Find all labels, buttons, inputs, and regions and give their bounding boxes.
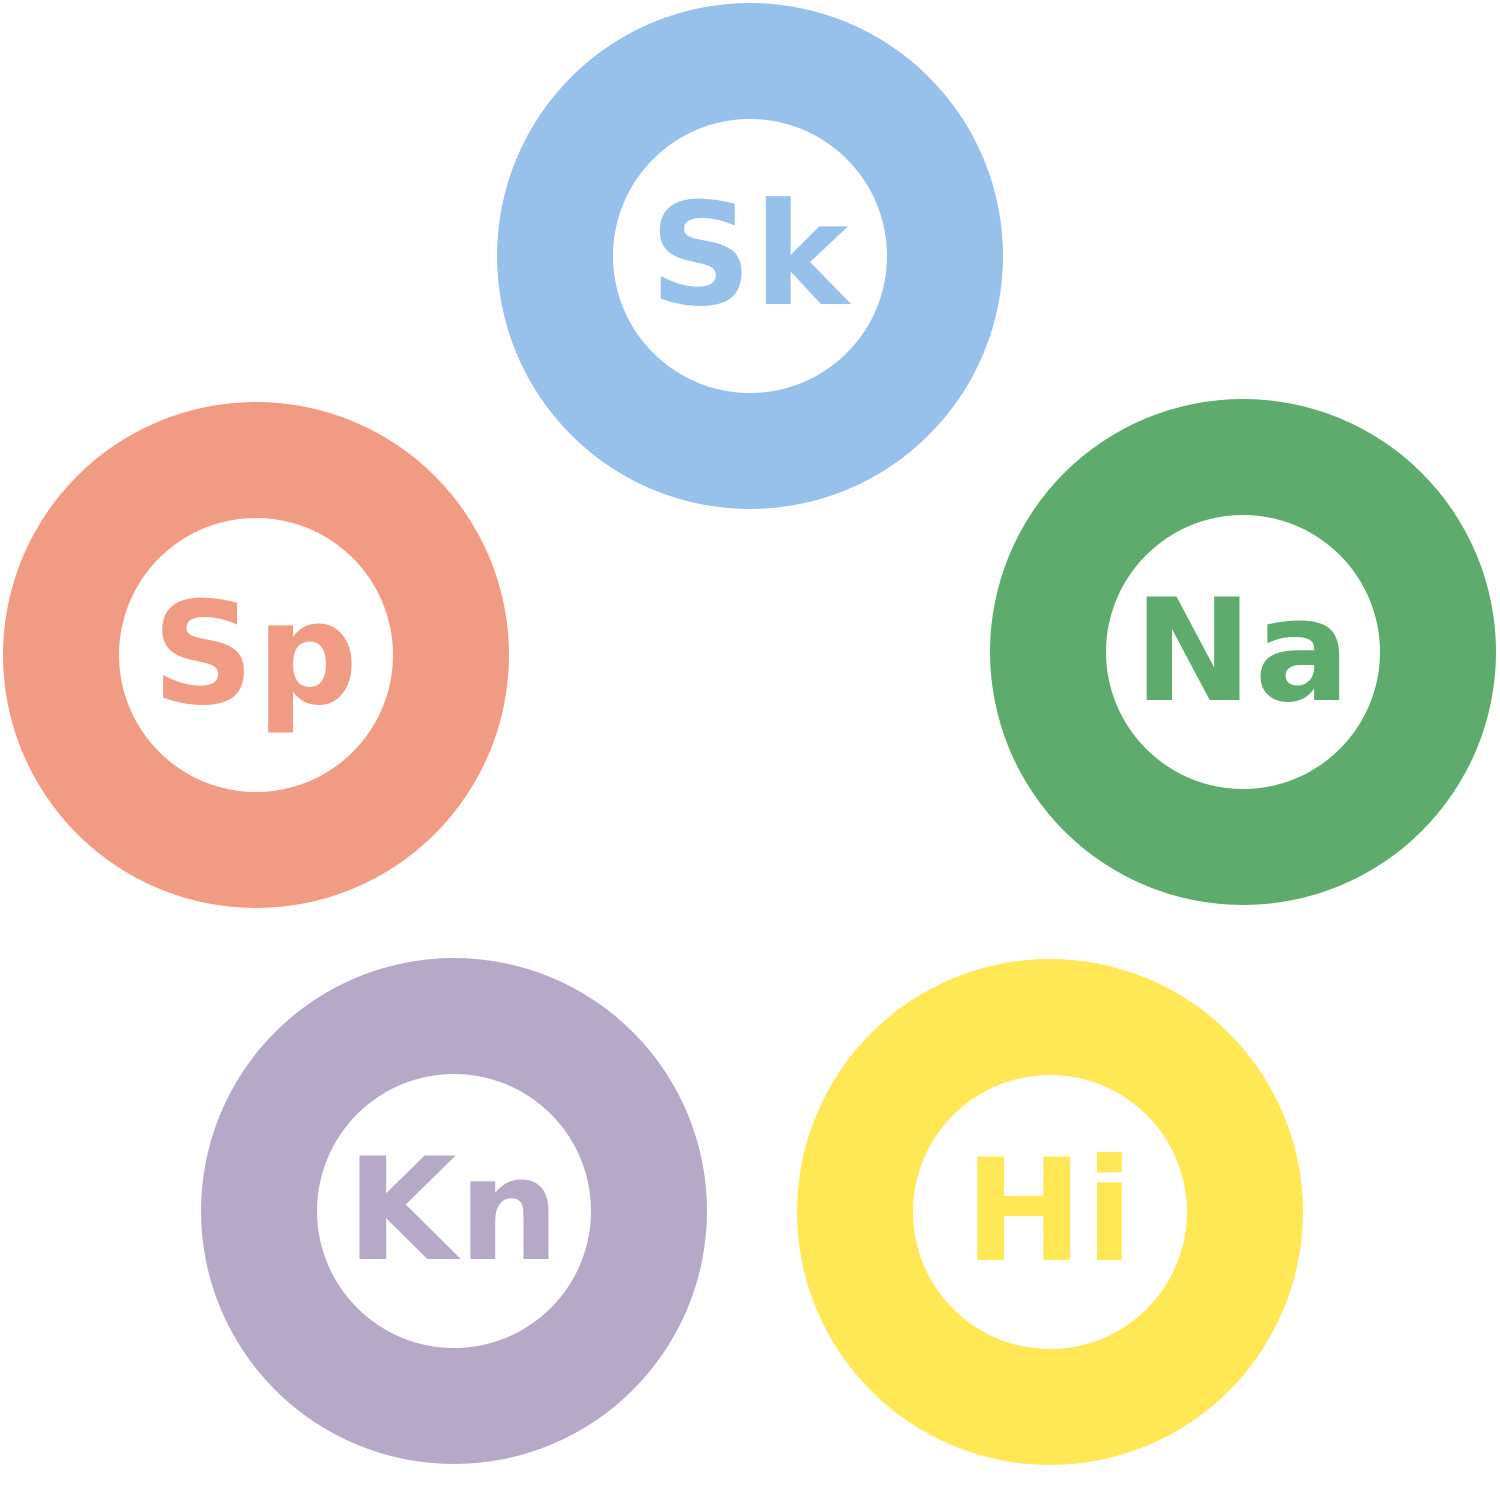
node-sp-label: Sp	[152, 572, 360, 737]
node-kn-label: Kn	[346, 1128, 562, 1293]
node-kn-ring: Kn	[201, 958, 707, 1464]
node-kn-center: Kn	[317, 1074, 591, 1348]
node-sk-ring: Sk	[497, 3, 1003, 509]
node-na-label: Na	[1133, 569, 1353, 734]
node-sp-center: Sp	[119, 518, 393, 792]
node-hi-ring: Hi	[797, 959, 1303, 1465]
node-sk-label: Sk	[649, 173, 851, 338]
node-na-center: Na	[1106, 515, 1380, 789]
node-sp-ring: Sp	[3, 402, 509, 908]
node-hi-center: Hi	[913, 1075, 1187, 1349]
node-sk-center: Sk	[613, 119, 887, 393]
node-na-ring: Na	[990, 399, 1496, 905]
node-hi-label: Hi	[964, 1129, 1136, 1294]
